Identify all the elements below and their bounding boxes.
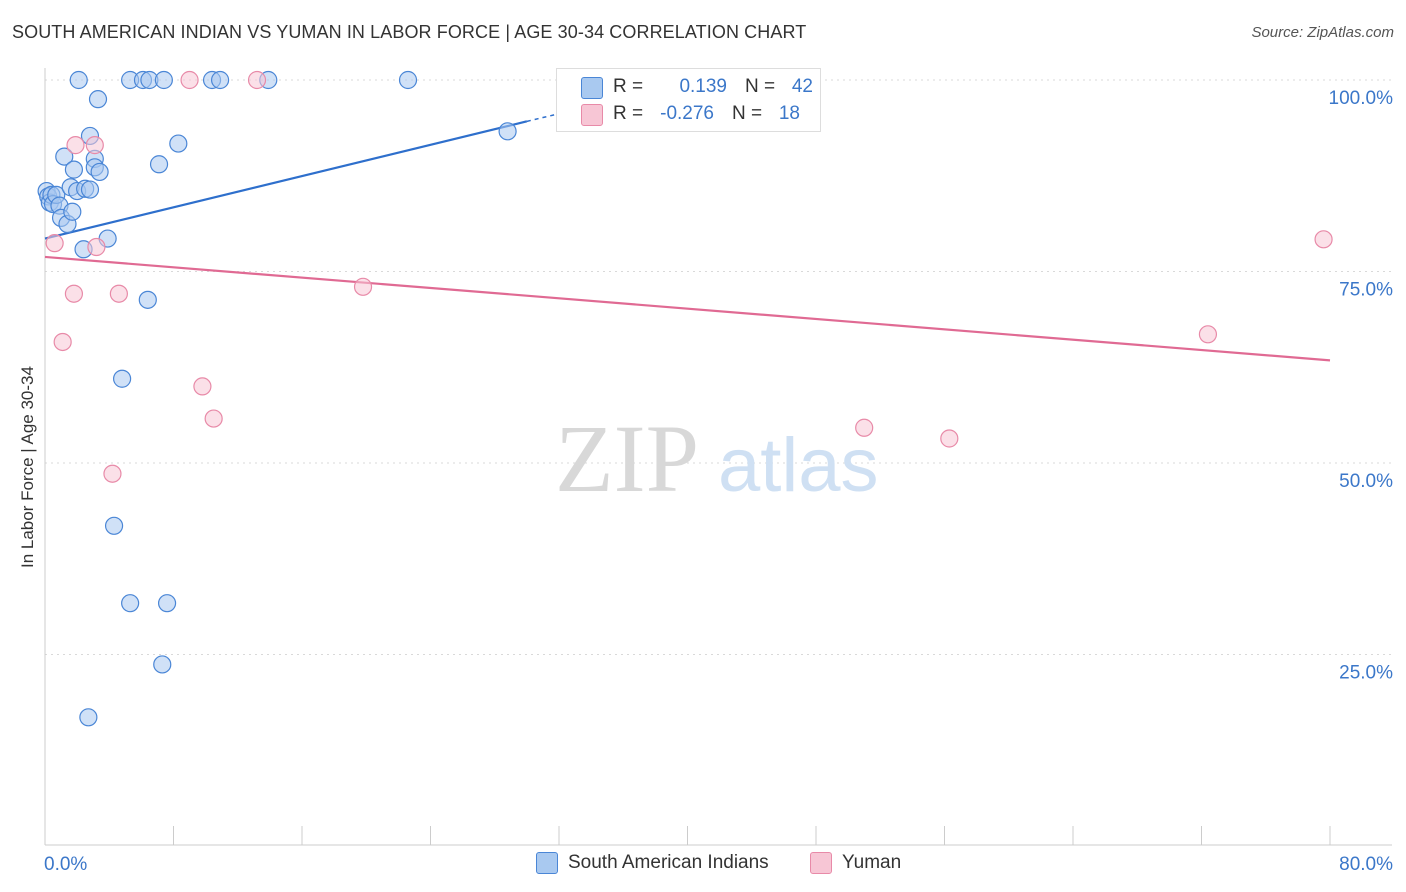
point-yuman (247, 70, 267, 90)
point-south-american-indians (69, 70, 88, 90)
legend-label-s2: Yuman (842, 852, 902, 873)
point-yuman (855, 418, 874, 437)
y-tick-label: 50.0% (1339, 471, 1393, 492)
y-axis-label: In Labor Force | Age 30-34 (18, 366, 37, 568)
point-south-american-indians (210, 70, 230, 90)
series-yuman (45, 70, 1333, 483)
y-tick-label: 75.0% (1339, 280, 1393, 301)
point-south-american-indians (64, 160, 84, 179)
watermark-atlas: atlas (718, 423, 879, 508)
watermark-zip: ZIP (555, 405, 699, 512)
correlation-legend: R = 0.139 N = 42 R = -0.276 N = 18 (556, 68, 821, 132)
point-south-american-indians (498, 122, 517, 141)
legend-r-label: R = (613, 76, 644, 97)
point-yuman (1314, 230, 1333, 249)
legend-row-s2: R = -0.276 N = 18 (581, 102, 800, 126)
point-yuman (353, 277, 373, 296)
chart-title: SOUTH AMERICAN INDIAN VS YUMAN IN LABOR … (12, 22, 807, 42)
point-yuman (45, 234, 64, 253)
point-south-american-indians (153, 655, 172, 674)
point-south-american-indians (138, 290, 157, 309)
legend-n-value: 18 (778, 103, 800, 124)
legend-r-value: -0.276 (660, 103, 714, 124)
legend-swatch-s2 (581, 104, 603, 126)
point-yuman (204, 409, 223, 428)
legend-n-label: N = (732, 103, 763, 124)
point-yuman (66, 136, 85, 155)
point-south-american-indians (398, 70, 418, 90)
point-south-american-indians (80, 180, 100, 199)
trend-lines (44, 112, 1331, 362)
point-south-american-indians (157, 594, 177, 613)
legend-swatch-s1 (536, 852, 558, 874)
point-yuman (64, 284, 84, 303)
point-south-american-indians (90, 162, 109, 182)
point-yuman (87, 237, 106, 257)
legend-n-value: 42 (791, 76, 813, 97)
point-yuman (1198, 325, 1218, 344)
legend-n-label: N = (745, 76, 776, 97)
point-south-american-indians (112, 369, 132, 388)
legend-r-label: R = (613, 103, 644, 124)
tick-labels: 100.0% 75.0% 50.0% 25.0% 0.0% 80.0% (44, 88, 1393, 875)
legend-swatch-s1 (581, 77, 603, 99)
trend-line-yuman (44, 255, 1331, 362)
legend-row-s1: R = 0.139 N = 42 (581, 75, 813, 99)
point-south-american-indians (79, 708, 98, 727)
source-label: Source: ZipAtlas.com (1251, 24, 1394, 41)
trend-line-extension (526, 112, 560, 123)
legend-swatch-s2 (810, 852, 832, 874)
point-yuman (940, 429, 959, 448)
point-yuman (109, 284, 128, 303)
trend-line-south-american-indians (44, 120, 528, 240)
point-yuman (53, 332, 72, 352)
y-tick-label: 25.0% (1339, 663, 1393, 684)
grid-lines (45, 79, 1392, 655)
point-south-american-indians (104, 516, 124, 535)
x-tick-label: 0.0% (44, 854, 87, 875)
legend-label-s1: South American Indians (568, 852, 769, 873)
legend-item-s2: Yuman (810, 852, 901, 874)
point-south-american-indians (154, 70, 173, 90)
point-south-american-indians (121, 594, 140, 613)
watermark: ZIP atlas (555, 405, 879, 512)
point-south-american-indians (169, 134, 188, 153)
point-south-american-indians (88, 90, 108, 109)
x-tick-label: 80.0% (1339, 854, 1393, 875)
point-yuman (193, 377, 212, 396)
point-south-american-indians (149, 155, 169, 174)
y-tick-label: 100.0% (1329, 88, 1394, 109)
point-yuman (180, 70, 199, 90)
legend-item-s1: South American Indians (536, 852, 769, 874)
point-south-american-indians (63, 202, 82, 221)
point-south-american-indians (55, 147, 74, 166)
point-yuman (85, 136, 104, 155)
point-yuman (103, 464, 122, 483)
series-south-american-indians (37, 70, 517, 727)
legend-r-value: 0.139 (679, 76, 727, 97)
